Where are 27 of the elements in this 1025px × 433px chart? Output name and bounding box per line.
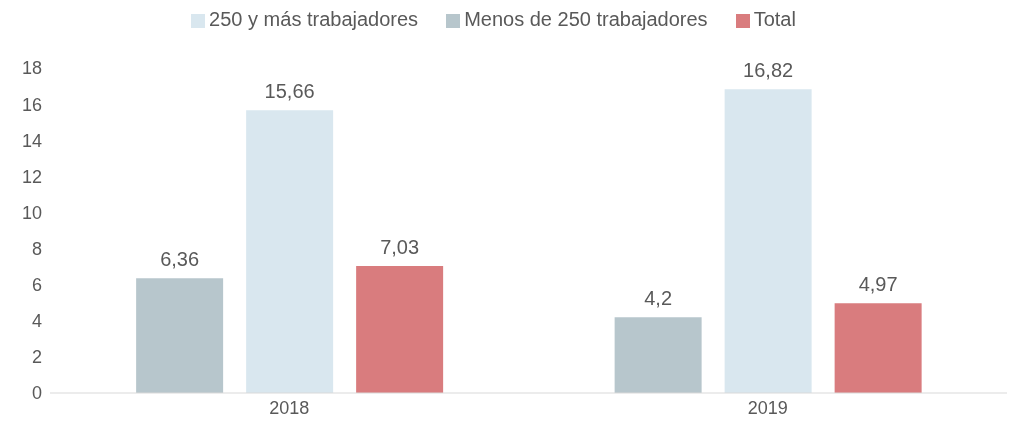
y-tick-label: 4	[31, 311, 42, 332]
bar	[356, 266, 444, 393]
y-tick-label: 16	[21, 94, 42, 115]
data-label: 4,2	[644, 287, 673, 310]
y-tick-label: 0	[31, 383, 42, 404]
data-label: 7,03	[380, 236, 420, 259]
y-tick-label: 2	[31, 347, 42, 368]
bar	[136, 278, 224, 393]
y-tick-label: 6	[31, 275, 42, 296]
x-tick-label: 2018	[269, 397, 310, 418]
data-label: 6,36	[160, 248, 200, 271]
y-tick-label: 14	[21, 130, 42, 151]
bar	[246, 110, 334, 393]
bar	[614, 317, 702, 393]
bar	[724, 89, 812, 393]
y-tick-label: 18	[21, 58, 42, 79]
legend-label: Total	[753, 8, 796, 30]
y-tick-label: 12	[21, 166, 42, 187]
data-label: 15,66	[264, 80, 315, 103]
legend-label: Menos de 250 trabajadores	[464, 8, 708, 30]
y-tick-label: 8	[31, 238, 42, 259]
bar	[834, 303, 922, 393]
legend-label: 250 y más trabajadores	[209, 8, 419, 30]
y-tick-label: 10	[21, 202, 42, 223]
data-label: 16,82	[743, 59, 794, 82]
data-label: 4,97	[858, 273, 898, 296]
x-tick-label: 2019	[747, 397, 788, 418]
